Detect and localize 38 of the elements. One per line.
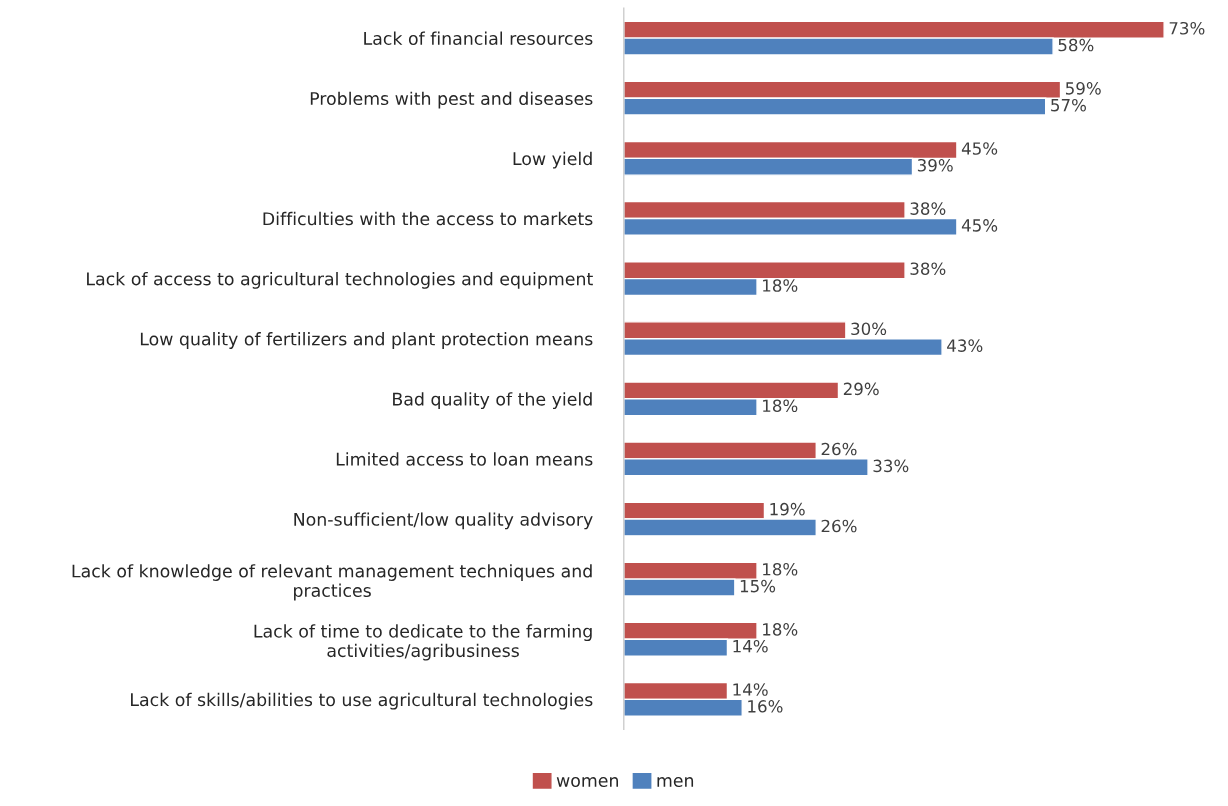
legend-label: women — [556, 777, 618, 788]
data-label: 14% — [733, 683, 768, 696]
data-label: 58% — [1058, 38, 1094, 52]
data-label: 18% — [763, 279, 798, 292]
data-label: 33% — [873, 459, 909, 473]
data-label: 26% — [821, 519, 857, 533]
y-tick-label: Difficulties with the access to markets — [263, 211, 593, 226]
legend-label: men — [657, 777, 694, 788]
data-label: 38% — [910, 202, 946, 215]
data-label: 16% — [748, 700, 783, 713]
data-label: 45% — [961, 142, 998, 155]
data-label: 15% — [740, 579, 776, 593]
y-tick-label: Lack of knowledge of relevant management techniques and practices — [72, 564, 592, 601]
data-label: 59% — [1065, 82, 1101, 95]
data-label: 26% — [821, 442, 857, 456]
data-label: 45% — [961, 219, 998, 232]
y-tick-label: Non-sufficient/low quality advisory — [294, 512, 593, 530]
data-label: 14% — [733, 639, 768, 653]
data-label: 18% — [763, 623, 798, 636]
data-label: 30% — [851, 322, 887, 336]
y-tick-label: Problems with pest and diseases — [310, 91, 593, 109]
data-label: 18% — [763, 399, 798, 413]
data-label: 19% — [770, 502, 805, 516]
data-label: 43% — [947, 339, 983, 352]
y-tick-label: Lack of time to dedicate to the farming activities/agribusiness — [254, 624, 592, 661]
y-tick-label: Lack of skills/abilities to use agricultural technologies — [131, 692, 593, 710]
data-label: 29% — [843, 382, 879, 396]
data-label: 73% — [1169, 21, 1205, 35]
y-tick-label: Limited access to loan means — [336, 452, 593, 466]
y-tick-label: Low quality of fertilizers and plant protection means — [140, 332, 593, 349]
y-tick-label: Bad quality of the yield — [393, 392, 592, 410]
y-tick-label: Low yield — [513, 151, 592, 169]
data-label: 18% — [763, 562, 798, 576]
data-label: 39% — [917, 158, 953, 172]
y-tick-label: Lack of access to agricultural technologies and equipment — [87, 271, 593, 289]
data-label: 38% — [910, 262, 946, 275]
y-tick-label: Lack of financial resources — [364, 31, 593, 45]
data-label: 57% — [1051, 98, 1087, 112]
